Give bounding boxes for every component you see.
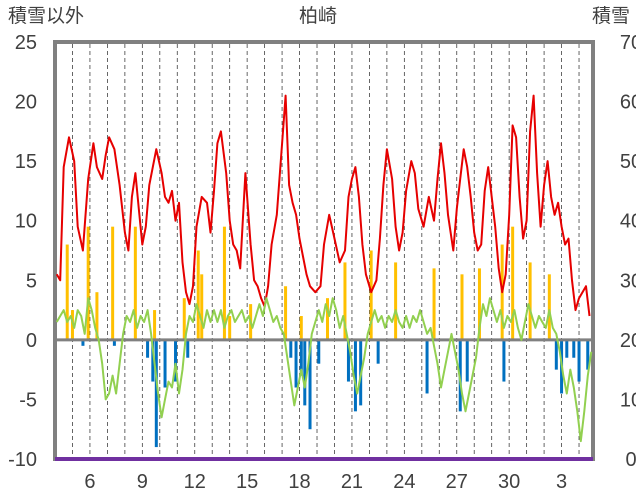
y-right-tick-label: 30	[620, 270, 636, 292]
y-right-tick-label: 10	[620, 389, 636, 411]
blue-bar	[317, 339, 321, 364]
blue-bar	[163, 339, 167, 388]
y-right-tick-label: 60	[620, 92, 636, 114]
y-left-tick-labels: -10 -5 0 5 10 15 20 25	[8, 32, 37, 471]
blue-bar	[154, 339, 158, 448]
line-series-layer	[55, 94, 593, 461]
x-tick-label: 9	[137, 471, 148, 493]
orange-bar	[325, 298, 329, 340]
x-tick-label: 12	[184, 471, 206, 493]
orange-bar	[133, 226, 137, 340]
chart-title: 柏崎	[299, 5, 337, 27]
orange-bar	[460, 274, 464, 340]
orange-bar	[477, 268, 481, 340]
blue-bar	[174, 339, 178, 382]
y-left-tick-label: -5	[19, 389, 37, 411]
y-right-tick-labels: 0 10 20 30 40 50 60 70	[620, 32, 636, 471]
x-tick-label: 15	[236, 471, 258, 493]
blue-bar	[151, 339, 155, 382]
orange-bar	[95, 292, 99, 340]
y-right-tick-label: 70	[620, 32, 636, 54]
y-right-axis-title: 積雪	[592, 5, 630, 27]
x-tick-label: 24	[393, 471, 415, 493]
orange-bar	[86, 226, 90, 340]
blue-bar	[186, 339, 190, 358]
orange-bar	[432, 268, 436, 340]
x-tick-label: 27	[446, 471, 468, 493]
blue-bar	[565, 339, 569, 358]
orange-bar	[111, 226, 115, 340]
blue-bar	[425, 339, 429, 394]
y-left-axis-title: 積雪以外	[8, 5, 84, 27]
orange-bar	[299, 316, 303, 340]
blue-bar	[303, 339, 307, 406]
blue-bar	[308, 339, 312, 430]
blue-bar	[299, 339, 303, 376]
orange-bar	[196, 250, 200, 340]
orange-bar	[228, 316, 232, 340]
blue-bar	[502, 339, 506, 382]
blue-bar	[294, 339, 298, 388]
y-left-tick-label: 10	[15, 211, 37, 233]
orange-bar	[222, 226, 226, 340]
y-right-tick-label: 20	[620, 330, 636, 352]
blue-bar	[572, 339, 576, 358]
y-right-tick-label: 0	[625, 449, 636, 471]
orange-bar	[200, 274, 204, 340]
x-tick-label: 30	[498, 471, 520, 493]
y-right-tick-label: 40	[620, 211, 636, 233]
y-left-tick-label: 15	[15, 151, 37, 173]
blue-bar	[577, 339, 581, 382]
x-tick-label: 18	[288, 471, 310, 493]
blue-bar	[289, 339, 293, 358]
orange-bar	[284, 286, 288, 340]
y-left-tick-label: -10	[8, 449, 37, 471]
orange-bar	[182, 298, 186, 340]
y-left-tick-label: 20	[15, 92, 37, 114]
x-tick-label: 21	[341, 471, 363, 493]
blue-bar	[465, 339, 469, 382]
y-right-tick-label: 50	[620, 151, 636, 173]
blue-bar	[376, 339, 380, 364]
blue-bar	[346, 339, 350, 382]
x-tick-labels: 6 9 12 15 18 21 24 27 30 3	[84, 471, 567, 493]
y-left-tick-label: 0	[26, 330, 37, 352]
orange-bar	[153, 310, 157, 340]
orange-bar	[528, 262, 532, 340]
red-series-line	[55, 94, 591, 317]
x-tick-label: 3	[556, 471, 567, 493]
blue-bar	[112, 339, 116, 346]
orange-bar	[394, 262, 398, 340]
orange-bar	[511, 226, 515, 340]
orange-bar	[369, 250, 373, 340]
orange-bar	[343, 262, 347, 340]
green-series-line	[55, 297, 593, 443]
blue-bar	[586, 339, 590, 370]
y-left-tick-label: 25	[15, 32, 37, 54]
blue-bar	[81, 339, 85, 346]
y-left-tick-label: 5	[26, 270, 37, 292]
blue-bar	[353, 339, 357, 412]
orange-bar	[65, 244, 69, 340]
x-tick-label: 6	[84, 471, 95, 493]
orange-bar	[547, 274, 551, 340]
blue-bar	[146, 339, 150, 358]
gridlines	[72, 44, 580, 457]
blue-bar	[554, 339, 558, 370]
